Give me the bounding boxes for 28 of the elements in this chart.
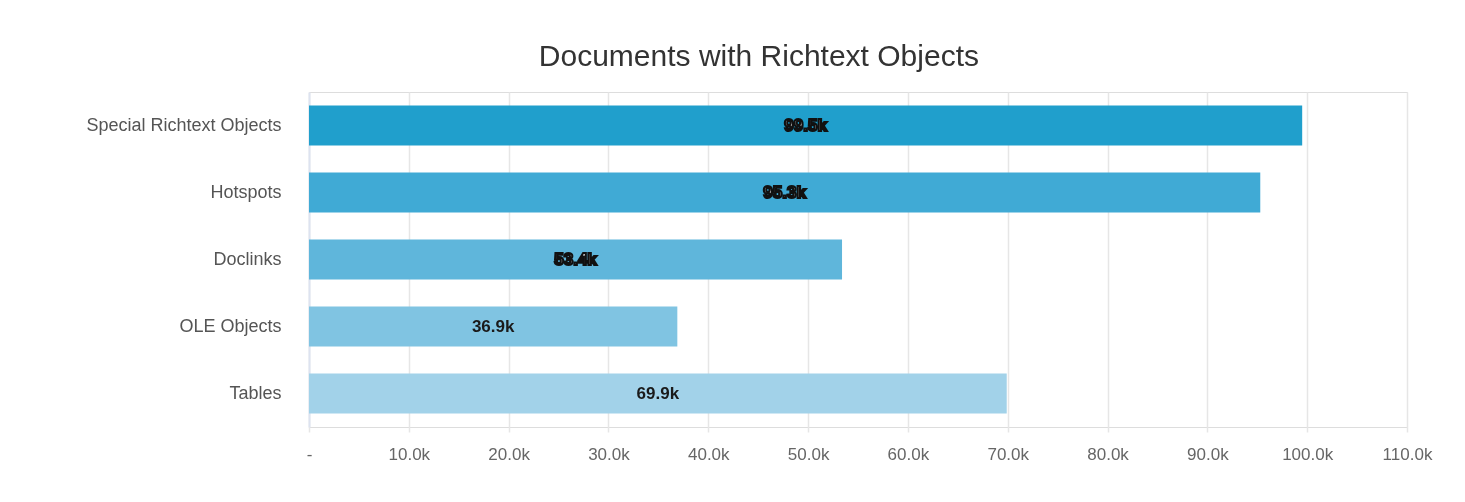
x-tick-label: 90.0k [1187,444,1230,464]
data-label: 69.9k [636,383,680,403]
bar [309,172,1261,213]
bar [309,105,1303,146]
x-tick-label: 100.0k [1282,444,1334,464]
bar [309,239,843,280]
data-label: 36.9k [471,316,515,336]
x-tick-label: 40.0k [687,444,731,464]
x-tick-label: 30.0k [588,444,631,464]
x-tick-label: - [306,444,313,464]
x-tick-label: 50.0k [787,444,830,464]
x-tick-label: 80.0k [1087,444,1130,464]
x-tick-label: 110.0k [1382,444,1433,464]
y-tick-label: Special Richtext Objects [86,114,282,135]
x-tick-label: 10.0k [388,444,431,464]
bar [309,306,678,347]
y-tick-label: Tables [229,382,282,403]
y-tick-label: OLE Objects [179,315,282,336]
data-label: 99.5k [784,115,828,135]
data-label: 53.4k [554,249,598,269]
x-tick-label: 20.0k [488,444,531,464]
x-tick-label: 70.0k [987,444,1030,464]
x-tick-label: 60.0k [887,444,930,464]
chart-title: Documents with Richtext Objects [538,39,979,72]
data-label: 95.3k [763,182,807,202]
y-tick-label: Doclinks [213,248,282,269]
y-tick-label: Hotspots [210,181,282,202]
bar [309,373,1007,414]
